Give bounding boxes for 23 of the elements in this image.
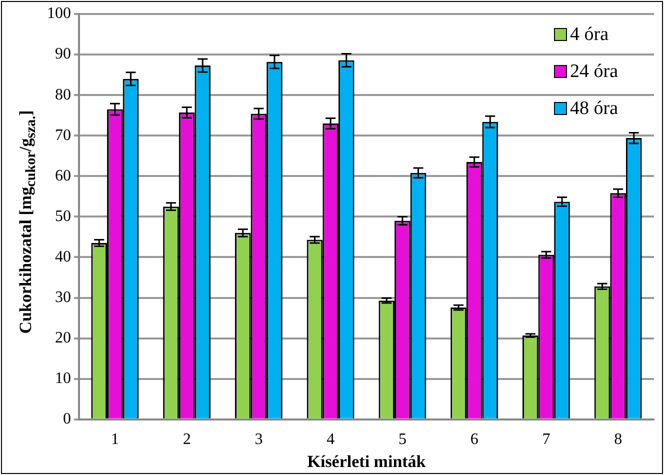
x-axis-title: Kísérleti minták	[307, 452, 426, 472]
legend-label: 48 óra	[570, 98, 618, 120]
y-tick-label: 40	[55, 248, 71, 266]
y-tick-label: 70	[55, 126, 71, 144]
legend-label: 24 óra	[570, 60, 618, 82]
y-tick-label: 30	[55, 288, 71, 306]
x-tick-label: 4	[326, 431, 335, 448]
x-tick-label: 3	[254, 431, 263, 448]
y-tick-label: 90	[55, 46, 71, 63]
x-tick-label: 5	[398, 431, 406, 448]
y-tick-label: 80	[55, 86, 71, 104]
x-tick-label: 8	[614, 431, 622, 448]
x-tick-label: 6	[470, 431, 478, 448]
y-tick-label: 50	[55, 208, 71, 225]
y-tick-label: 60	[55, 167, 71, 184]
x-tick-label: 7	[542, 431, 550, 448]
y-tick-label: 10	[55, 370, 71, 388]
y-tick-label: 20	[55, 330, 71, 347]
legend-label: 4 óra	[570, 24, 609, 46]
y-tick-label: 100	[47, 5, 71, 22]
y-tick-label: 0	[63, 410, 71, 428]
x-tick-label: 2	[182, 431, 191, 448]
x-tick-label: 1	[110, 431, 119, 448]
